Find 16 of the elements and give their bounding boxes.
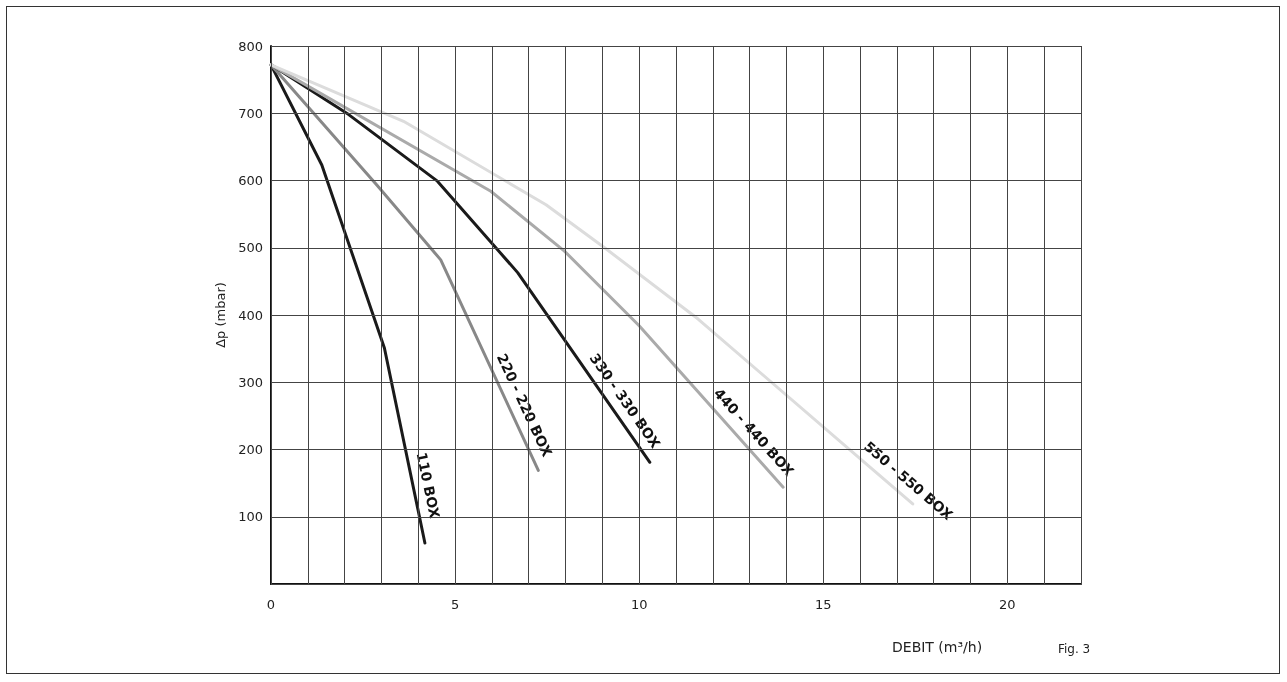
y-tick-label: 800: [238, 38, 263, 54]
x-tick-label: 10: [630, 597, 648, 612]
y-tick-label: 300: [238, 374, 263, 390]
x-tick-label: 15: [815, 597, 832, 612]
x-tick-label: 5: [450, 597, 460, 612]
y-axis-title: Δp (mbar): [213, 282, 229, 348]
y-tick-label: 700: [238, 105, 263, 121]
caption: Fig. 3: [1058, 642, 1091, 656]
x-axis-title: DEBIT (m³/h): [892, 639, 983, 655]
y-tick-label: 200: [238, 442, 263, 457]
x-tick-label: 0: [266, 597, 276, 612]
x-tick-label: 20: [999, 597, 1016, 612]
y-tick-label: 400: [238, 307, 263, 323]
y-tick-label: 500: [238, 240, 263, 256]
y-tick-label: 100: [238, 509, 263, 525]
y-tick-label: 600: [238, 173, 263, 188]
